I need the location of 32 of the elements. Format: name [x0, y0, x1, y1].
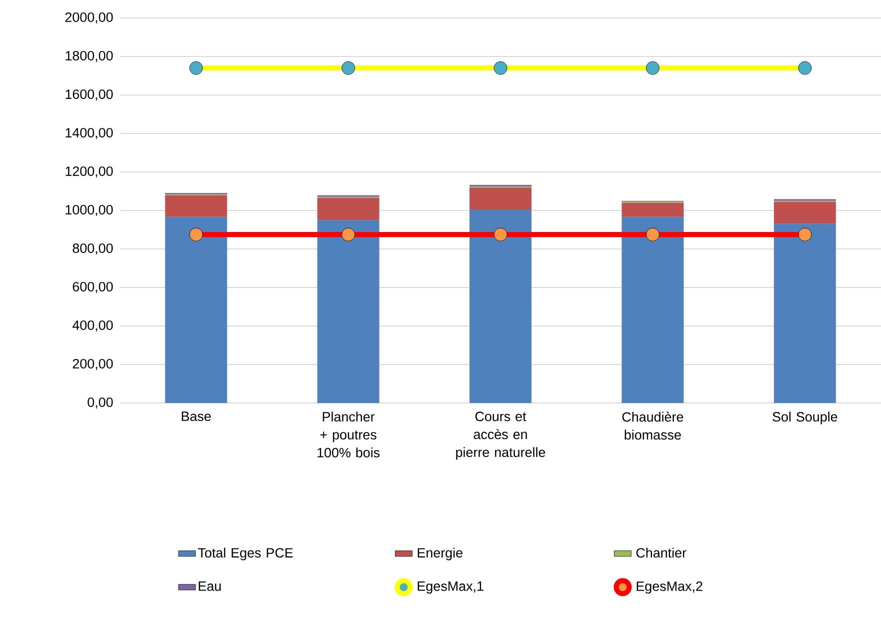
x-tick-label: Plancher + poutres 100% bois [318, 412, 380, 458]
y-tick-label: 1400,00 [66, 128, 113, 140]
legend-label: Chantier [636, 548, 686, 558]
legend-label: Total Eges PCE [198, 548, 293, 560]
legend-label: EgesMax,1 [418, 582, 484, 594]
y-tick-label: 1200,00 [66, 166, 113, 178]
bar [165, 195, 228, 217]
y-tick-label: 2000,00 [65, 12, 113, 24]
x-tick-label: Sol Souple [772, 412, 838, 424]
legend-label: Energie [418, 548, 462, 560]
y-tick-label: 1000,00 [66, 204, 113, 216]
legend-label: EgesMax,2 [636, 581, 702, 594]
bar [622, 202, 684, 217]
bar [622, 216, 684, 403]
bar [774, 224, 836, 403]
legend-label: Eau [198, 582, 221, 591]
y-tick-label: 1800,00 [66, 50, 113, 62]
x-tick-label: Cours et accès en pierre naturelle [456, 412, 546, 460]
y-tick-label: 600,00 [72, 282, 113, 294]
y-tick-label: 1600,00 [66, 89, 113, 101]
y-tick-label: 0,00 [88, 397, 113, 409]
y-tick-label: 800,00 [72, 243, 113, 255]
bar [165, 216, 228, 403]
bar [470, 188, 532, 210]
y-tick-label: 400,00 [72, 320, 113, 332]
x-tick-label: Chaudière biomasse [622, 412, 684, 440]
bar [774, 202, 836, 224]
bar [317, 198, 380, 220]
bar [317, 220, 380, 403]
bar [470, 210, 532, 403]
y-tick-label: 200,00 [72, 358, 113, 370]
x-tick-label: Base [182, 412, 211, 422]
